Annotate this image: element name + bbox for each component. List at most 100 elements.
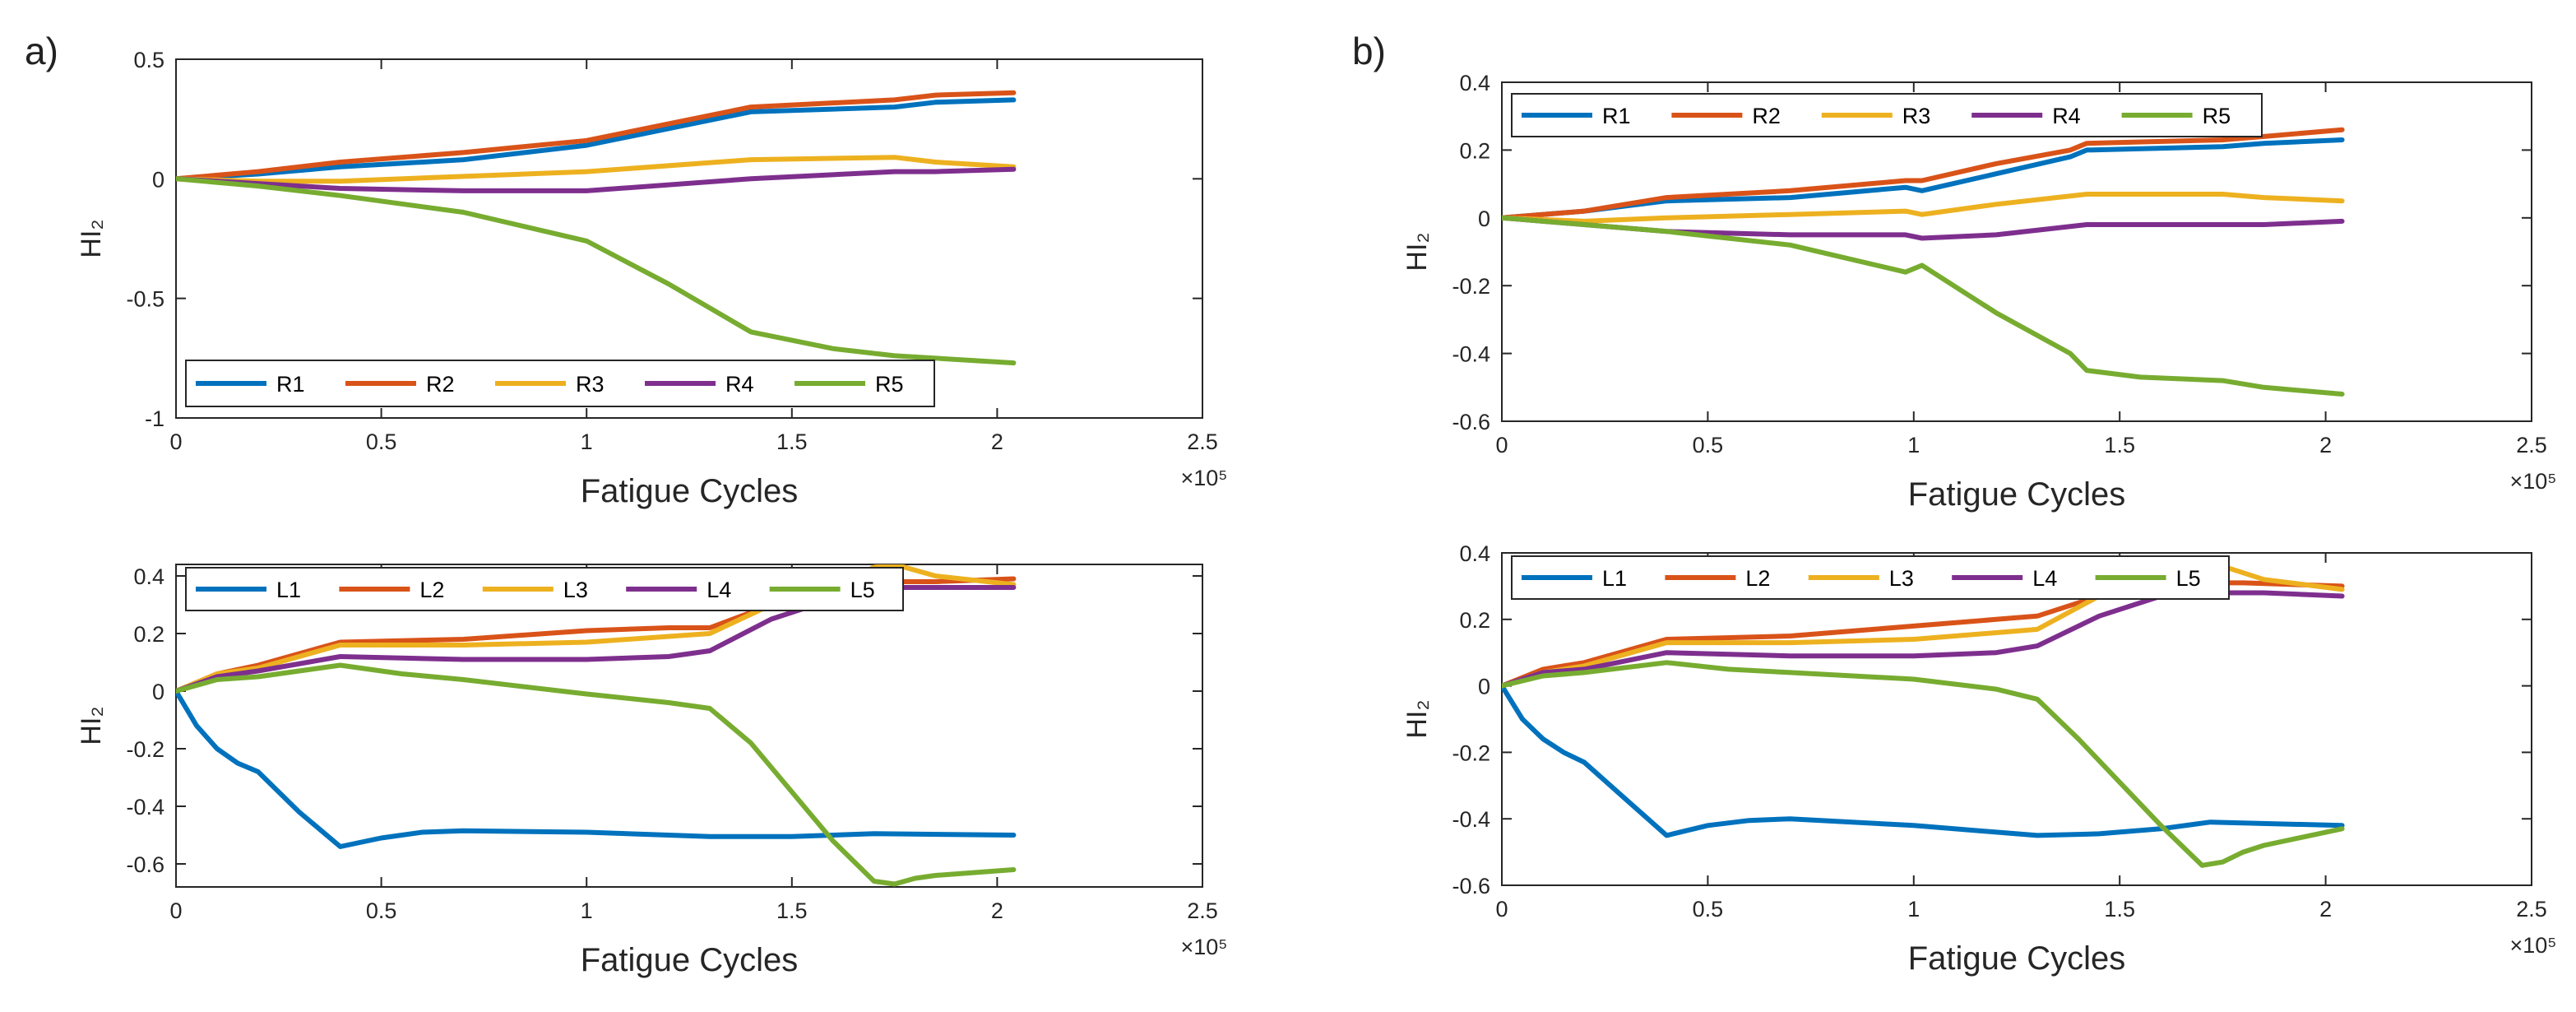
y-tick-label: -1 xyxy=(145,406,164,431)
x-tick-label: 0.5 xyxy=(1693,897,1724,921)
x-axis-title: Fatigue Cycles xyxy=(1908,940,2126,977)
x-tick-label: 2.5 xyxy=(1187,429,1218,454)
series-line-r5 xyxy=(176,176,1017,366)
y-tick-label: -0.2 xyxy=(1452,740,1490,765)
x-tick-label: 2 xyxy=(991,898,1003,923)
legend-label-r2: R2 xyxy=(426,372,455,397)
legend-label-l2: L2 xyxy=(419,578,444,602)
legend-label-l5: L5 xyxy=(850,578,875,602)
series-line-r1 xyxy=(176,97,1017,182)
x-tick-label: 0 xyxy=(169,898,182,923)
x-tick-label: 2.5 xyxy=(2516,433,2547,457)
y-axis-title: HI₂ xyxy=(76,219,107,258)
legend-label-r1: R1 xyxy=(1602,104,1631,128)
legend-label-r1: R1 xyxy=(276,372,305,397)
legend: L1 L2 L3 L4 L5 xyxy=(1511,555,2230,600)
x-tick-label: 0.5 xyxy=(366,898,397,923)
y-tick-label: -0.5 xyxy=(126,287,164,312)
series-line-l1 xyxy=(176,689,1017,849)
y-tick-label: 0 xyxy=(152,680,164,704)
series-line-r4 xyxy=(176,166,1017,193)
x-axis-title: Fatigue Cycles xyxy=(581,942,799,978)
legend-label-l3: L3 xyxy=(1889,566,1914,591)
legend-label-l5: L5 xyxy=(2176,566,2201,591)
y-tick-label: 0.4 xyxy=(1459,71,1490,95)
y-tick-label: 0.2 xyxy=(133,622,164,647)
x-tick-label: 0 xyxy=(1495,433,1508,457)
chart-a-bottom: 0 0.5 1 1.5 2 2.5 -0.6 -0.4 -0.2 0 0.2 0.4 Fatigue C… xyxy=(76,564,1228,978)
x-tick-label: 0.5 xyxy=(366,429,397,454)
x-tick-label: 0 xyxy=(1495,897,1508,921)
series-line-r2 xyxy=(1502,127,2345,221)
y-axis-title: HI₂ xyxy=(1402,699,1433,738)
series-line-r3 xyxy=(1502,192,2345,224)
legend-label-l3: L3 xyxy=(563,578,588,602)
y-tick-label: 0.4 xyxy=(1459,541,1490,566)
y-tick-label: 0.2 xyxy=(1459,138,1490,163)
legend-label-r2: R2 xyxy=(1752,104,1781,128)
y-tick-label: -0.2 xyxy=(126,737,164,762)
series-line-l5 xyxy=(176,662,1017,887)
legend-label-r3: R3 xyxy=(576,372,605,397)
legend: R1 R2 R3 R4 R5 xyxy=(185,360,935,407)
legend-label-l1: L1 xyxy=(1602,566,1627,591)
y-tick-label: -0.4 xyxy=(1452,342,1490,367)
y-tick-label: 0.2 xyxy=(1459,608,1490,633)
series-line-r5 xyxy=(1502,215,2345,397)
series-line-l3 xyxy=(176,564,1017,694)
y-axis-title: HI₂ xyxy=(1402,232,1433,271)
legend-label-r4: R4 xyxy=(2052,104,2081,128)
x-tick-label: 2 xyxy=(2319,897,2332,921)
x-tick-label: 1.5 xyxy=(2104,897,2135,921)
x-tick-label: 1.5 xyxy=(2104,433,2135,457)
x-tick-label: 2.5 xyxy=(1187,898,1218,923)
y-tick-label: -0.4 xyxy=(1452,807,1490,832)
series-line-l1 xyxy=(1502,683,2345,838)
series-line-r3 xyxy=(176,155,1017,184)
y-tick-label: -0.6 xyxy=(1452,410,1490,434)
series-line-r2 xyxy=(176,90,1017,182)
legend-label-l1: L1 xyxy=(276,578,301,602)
x-tick-label: 1 xyxy=(581,898,593,923)
legend-label-l4: L4 xyxy=(2032,566,2057,591)
y-tick-label: -0.6 xyxy=(126,852,164,877)
legend: R1 R2 R3 R4 R5 xyxy=(1511,93,2263,137)
x-axis-title: Fatigue Cycles xyxy=(1908,476,2126,513)
x-tick-label: 1.5 xyxy=(776,898,808,923)
y-tick-label: -0.6 xyxy=(1452,874,1490,898)
legend: L1 L2 L3 L4 L5 xyxy=(185,567,904,611)
panel-label-a: a) xyxy=(25,30,58,72)
y-tick-label: 0 xyxy=(1478,207,1490,231)
y-tick-label: 0 xyxy=(152,167,164,192)
x-tick-label: 1 xyxy=(1907,433,1920,457)
x-exponent-label: ×10⁵ xyxy=(1181,935,1228,959)
y-tick-label: 0 xyxy=(1478,675,1490,699)
legend-label-l4: L4 xyxy=(707,578,731,602)
plot-area-3 xyxy=(1501,552,2532,886)
x-tick-label: 1 xyxy=(1907,897,1920,921)
legend-label-r5: R5 xyxy=(875,372,904,397)
plot-area-1 xyxy=(175,564,1203,888)
x-tick-label: 1 xyxy=(581,429,593,454)
y-tick-label: -0.2 xyxy=(1452,274,1490,299)
x-axis-title: Fatigue Cycles xyxy=(581,473,799,509)
x-tick-label: 0 xyxy=(169,429,182,454)
x-tick-label: 1.5 xyxy=(776,429,808,454)
chart-a-top: 0 0.5 1 1.5 2 2.5 -1 -0.5 0 0.5 Fatigue Cycles ×10⁵… xyxy=(76,48,1228,509)
legend-label-r4: R4 xyxy=(725,372,754,397)
y-tick-label: 0.5 xyxy=(133,48,164,72)
legend-label-r3: R3 xyxy=(1902,104,1931,128)
x-tick-label: 2 xyxy=(991,429,1003,454)
panel-label-b: b) xyxy=(1352,30,1386,72)
chart-b-top: 0 0.5 1 1.5 2 2.5 -0.6 -0.4 -0.2 0 0.2 0.4 Fatigue C… xyxy=(1402,71,2557,513)
y-tick-label: 0.4 xyxy=(133,564,164,589)
x-exponent-label: ×10⁵ xyxy=(2510,933,2557,958)
plot-area-2 xyxy=(1501,81,2532,422)
x-tick-label: 2 xyxy=(2319,433,2332,457)
legend-label-l2: L2 xyxy=(1745,566,1770,591)
chart-b-bottom: 0 0.5 1 1.5 2 2.5 -0.6 -0.4 -0.2 0 0.2 0.4 Fatigue C… xyxy=(1402,541,2557,977)
y-tick-label: -0.4 xyxy=(126,795,164,819)
y-axis-title: HI₂ xyxy=(76,706,107,745)
legend-label-r5: R5 xyxy=(2203,104,2231,128)
